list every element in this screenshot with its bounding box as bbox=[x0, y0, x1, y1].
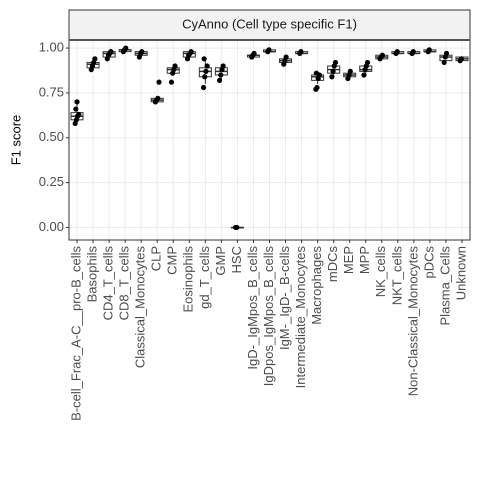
x-tick-label: Non-Classical_Monocytes bbox=[405, 246, 420, 397]
point bbox=[172, 63, 178, 69]
point bbox=[361, 72, 367, 78]
point bbox=[92, 56, 98, 62]
point bbox=[443, 50, 450, 57]
strip bbox=[68, 9, 471, 41]
y-tick-label: 0.50 bbox=[39, 129, 64, 144]
x-tick-label: Unknown bbox=[453, 246, 468, 300]
point bbox=[73, 106, 79, 112]
point bbox=[313, 70, 320, 76]
x-tick-label: Intermediate_Monocytes bbox=[293, 246, 308, 389]
x-tick-label: IgM-_IgD-_B-cells bbox=[277, 246, 292, 351]
point bbox=[266, 47, 272, 53]
point bbox=[220, 63, 226, 69]
x-tick-label: Basophils bbox=[84, 246, 99, 303]
point bbox=[410, 49, 416, 55]
x-tick-label: pDCs bbox=[421, 246, 436, 279]
point bbox=[76, 111, 82, 118]
point bbox=[139, 49, 145, 55]
point bbox=[203, 68, 209, 74]
point bbox=[168, 79, 175, 85]
y-tick-label: 0.00 bbox=[39, 219, 64, 234]
point bbox=[330, 68, 336, 74]
y-tick-label: 0.75 bbox=[39, 84, 64, 99]
point bbox=[201, 56, 207, 62]
point bbox=[458, 56, 464, 62]
point bbox=[123, 45, 129, 51]
point bbox=[314, 84, 320, 91]
point bbox=[234, 224, 240, 231]
x-tick-label: B-cell_Frac_A-C__pro-B_cells bbox=[68, 246, 83, 421]
x-tick-label: IgDpos_IgMpos_B_cells bbox=[261, 246, 276, 387]
x-tick-label: MEP bbox=[341, 246, 356, 274]
x-tick-label: NK_cells bbox=[373, 246, 388, 298]
chart-title: CyAnno (Cell type specific F1) bbox=[182, 16, 357, 31]
point bbox=[200, 84, 207, 91]
x-tick-label: HSC bbox=[229, 246, 244, 273]
y-tick-label: 1.00 bbox=[39, 40, 64, 55]
point bbox=[426, 47, 432, 53]
x-tick-label: gd_T_cells bbox=[197, 246, 212, 309]
point bbox=[379, 52, 385, 58]
point bbox=[283, 54, 289, 60]
x-tick-label: CD4_T_cells bbox=[101, 246, 116, 321]
point bbox=[251, 50, 257, 57]
point bbox=[218, 72, 224, 78]
point bbox=[394, 49, 400, 55]
x-tick-label: Macrophages bbox=[309, 246, 324, 325]
x-tick-label: IgD-_IgMpos_B_cells bbox=[245, 246, 260, 370]
point bbox=[298, 49, 304, 55]
x-tick-label: CMP bbox=[165, 246, 180, 275]
point bbox=[332, 59, 339, 66]
x-tick-label: GMP bbox=[213, 246, 228, 276]
point bbox=[108, 49, 114, 55]
x-tick-label: CLP bbox=[149, 246, 164, 271]
x-tick-label: Classical_Monocytes bbox=[133, 246, 148, 369]
y-axis-label: F1 score bbox=[8, 115, 23, 166]
point bbox=[216, 77, 223, 83]
x-tick-label: Eosinophils bbox=[181, 246, 196, 313]
point bbox=[364, 59, 371, 66]
point bbox=[188, 49, 194, 55]
point bbox=[202, 74, 208, 80]
point bbox=[347, 68, 353, 74]
point bbox=[156, 79, 162, 85]
point bbox=[155, 95, 161, 101]
x-tick-label: CD8_T_cells bbox=[117, 246, 132, 321]
x-tick-label: mDCs bbox=[325, 246, 340, 283]
point bbox=[204, 63, 210, 69]
point bbox=[74, 99, 80, 105]
point bbox=[441, 59, 447, 66]
x-tick-label: NKT_cells bbox=[389, 246, 404, 306]
x-tick-label: MPP bbox=[357, 246, 372, 274]
x-tick-label: Plasma_Cells bbox=[437, 246, 452, 326]
point bbox=[329, 74, 335, 80]
y-tick-label: 0.25 bbox=[39, 174, 64, 189]
